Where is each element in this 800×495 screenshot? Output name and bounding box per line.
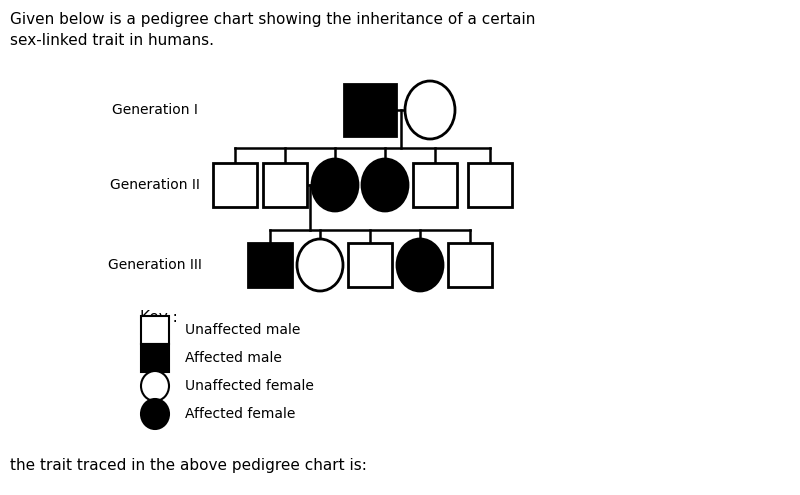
Ellipse shape <box>362 159 408 211</box>
Text: Key :: Key : <box>140 310 178 325</box>
Bar <box>348 243 392 287</box>
Text: Affected male: Affected male <box>185 351 282 365</box>
Bar <box>141 344 169 372</box>
Bar <box>448 243 492 287</box>
Text: Generation I: Generation I <box>112 103 198 117</box>
Text: Generation II: Generation II <box>110 178 200 192</box>
Text: Unaffected male: Unaffected male <box>185 323 300 337</box>
Ellipse shape <box>312 159 358 211</box>
Text: sex-linked trait in humans.: sex-linked trait in humans. <box>10 33 214 48</box>
Text: Given below is a pedigree chart showing the inheritance of a certain: Given below is a pedigree chart showing … <box>10 12 535 27</box>
Bar <box>344 84 396 136</box>
Bar <box>213 163 257 207</box>
Bar <box>413 163 457 207</box>
Text: the trait traced in the above pedigree chart is:: the trait traced in the above pedigree c… <box>10 458 367 473</box>
Bar <box>141 316 169 344</box>
Bar <box>248 243 292 287</box>
Text: Affected female: Affected female <box>185 407 295 421</box>
Bar <box>468 163 512 207</box>
Bar <box>263 163 307 207</box>
Text: Generation III: Generation III <box>108 258 202 272</box>
Ellipse shape <box>397 239 443 291</box>
Ellipse shape <box>297 239 343 291</box>
Ellipse shape <box>141 371 169 401</box>
Ellipse shape <box>141 399 169 429</box>
Ellipse shape <box>405 81 455 139</box>
Text: Unaffected female: Unaffected female <box>185 379 314 393</box>
